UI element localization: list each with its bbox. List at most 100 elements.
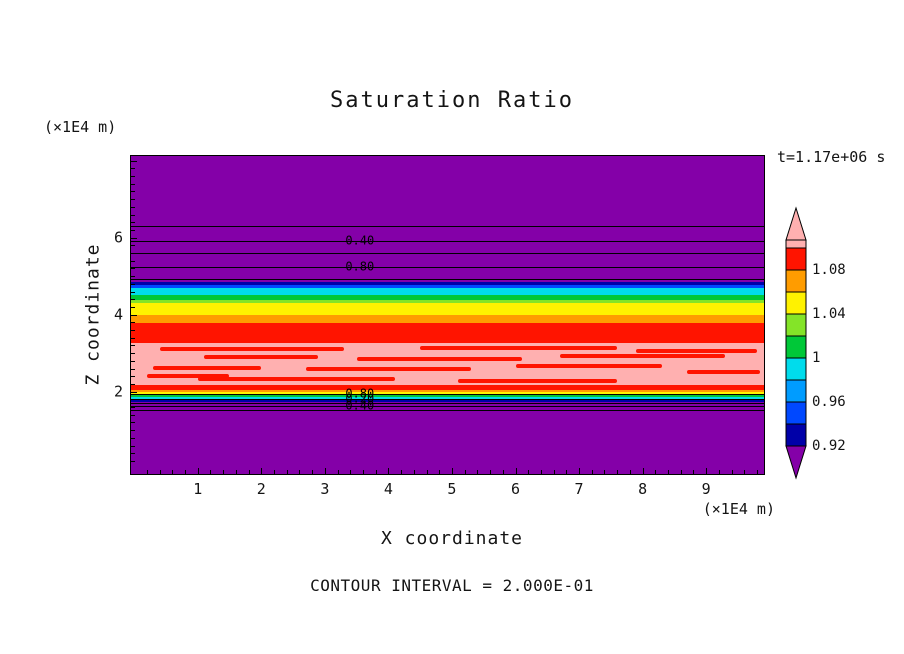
x-axis-tick xyxy=(172,470,174,474)
contour-band xyxy=(131,394,764,396)
x-axis-tick xyxy=(528,470,530,474)
colorbar-tick-label: 1.08 xyxy=(812,262,846,278)
contour-streak xyxy=(153,365,262,370)
chart-title: Saturation Ratio xyxy=(330,88,574,113)
x-axis-tick xyxy=(706,468,708,474)
contour-streak xyxy=(420,345,618,350)
time-annotation: t=1.17e+06 s xyxy=(777,148,886,166)
x-axis-tick xyxy=(502,470,504,474)
z-axis-tick xyxy=(131,229,135,231)
contour-band xyxy=(131,323,764,344)
contour-label: 0.80 xyxy=(345,386,375,401)
z-axis-tick xyxy=(131,245,135,247)
contour-line xyxy=(131,410,764,412)
z-axis-tick xyxy=(131,237,137,239)
contour-streak xyxy=(204,354,319,359)
z-axis-tick xyxy=(131,214,135,216)
contour-streak xyxy=(305,367,471,372)
contour-band xyxy=(131,315,764,324)
contour-band xyxy=(131,303,764,315)
x-axis-tick xyxy=(223,470,225,474)
x-axis-unit-label: (×1E4 m) xyxy=(702,500,775,518)
x-axis-tick xyxy=(642,468,644,474)
z-axis-tick xyxy=(131,414,135,416)
x-tick-label: 2 xyxy=(256,480,266,498)
x-tick-label: 1 xyxy=(193,480,203,498)
x-axis-tick xyxy=(273,470,275,474)
x-axis-tick xyxy=(744,470,746,474)
x-axis-tick xyxy=(579,468,581,474)
x-axis-tick xyxy=(451,468,453,474)
x-axis-tick xyxy=(490,470,492,474)
x-axis-tick xyxy=(540,470,542,474)
z-axis-tick xyxy=(131,360,135,362)
contour-line xyxy=(131,240,764,242)
z-axis-tick xyxy=(131,437,135,439)
x-axis-tick xyxy=(655,470,657,474)
z-axis-tick xyxy=(131,299,135,301)
contour-line xyxy=(131,403,764,405)
z-axis-tick xyxy=(131,168,135,170)
z-axis-tick xyxy=(131,368,135,370)
z-tick-label: 4 xyxy=(113,305,123,324)
z-axis-tick xyxy=(131,191,135,193)
colorbar-arrow-top xyxy=(785,206,807,241)
contour-line xyxy=(131,267,764,269)
z-axis-tick xyxy=(131,176,135,178)
colorbar-tick-label: 0.96 xyxy=(812,394,846,410)
z-axis-tick xyxy=(131,330,135,331)
z-axis-tick xyxy=(131,345,135,347)
colorbar-tick-label: 0.92 xyxy=(812,438,846,454)
x-axis-tick xyxy=(350,470,352,474)
x-tick-label: 7 xyxy=(574,480,584,498)
z-axis-tick xyxy=(131,222,135,224)
x-axis-tick xyxy=(426,470,428,474)
x-tick-label: 4 xyxy=(383,480,393,498)
z-axis-tick xyxy=(131,399,135,401)
x-axis-tick xyxy=(680,470,682,474)
contour-line xyxy=(131,393,764,395)
contour-band xyxy=(131,284,764,288)
x-axis-tick xyxy=(210,470,212,474)
colorbar-segment xyxy=(785,379,807,403)
contour-streak xyxy=(636,349,757,354)
z-axis-tick xyxy=(131,445,135,447)
contour-streak xyxy=(515,364,662,369)
contour-streak xyxy=(458,378,618,383)
contour-band xyxy=(131,400,764,403)
x-tick-label: 9 xyxy=(701,480,711,498)
contour-interval-note: CONTOUR INTERVAL = 2.000E-01 xyxy=(310,576,594,595)
z-axis-tick xyxy=(131,276,135,278)
contour-streak xyxy=(146,374,230,379)
colorbar-segment xyxy=(785,423,807,447)
contour-band xyxy=(131,299,764,304)
x-axis-tick xyxy=(388,468,390,474)
z-axis-tick xyxy=(131,314,137,316)
contour-band xyxy=(131,156,764,282)
z-axis-tick xyxy=(131,422,135,424)
contour-band xyxy=(131,402,764,474)
x-axis-tick xyxy=(566,470,568,474)
colorbar-segment xyxy=(785,269,807,293)
x-axis-title: X coordinate xyxy=(380,528,524,549)
colorbar-segment xyxy=(785,291,807,315)
contour-line xyxy=(131,253,764,255)
z-axis-unit-label: (×1E4 m) xyxy=(44,118,117,136)
z-axis-tick xyxy=(131,268,135,270)
x-axis-tick xyxy=(668,470,670,474)
contour-streak xyxy=(687,369,761,374)
z-axis-tick xyxy=(131,383,135,385)
z-tick-label: 2 xyxy=(113,382,123,401)
colorbar-arrow-bottom xyxy=(785,445,807,480)
x-axis-tick xyxy=(299,470,301,474)
x-axis-tick xyxy=(312,470,314,474)
z-axis-tick xyxy=(131,407,135,408)
x-axis-tick xyxy=(362,470,364,474)
z-axis-tick xyxy=(131,453,135,455)
colorbar-segment xyxy=(785,239,807,249)
colorbar-segment xyxy=(785,401,807,425)
contour-band xyxy=(131,385,764,391)
x-axis-tick xyxy=(757,470,758,474)
z-axis-tick xyxy=(131,183,135,185)
z-axis-tick xyxy=(131,206,135,208)
